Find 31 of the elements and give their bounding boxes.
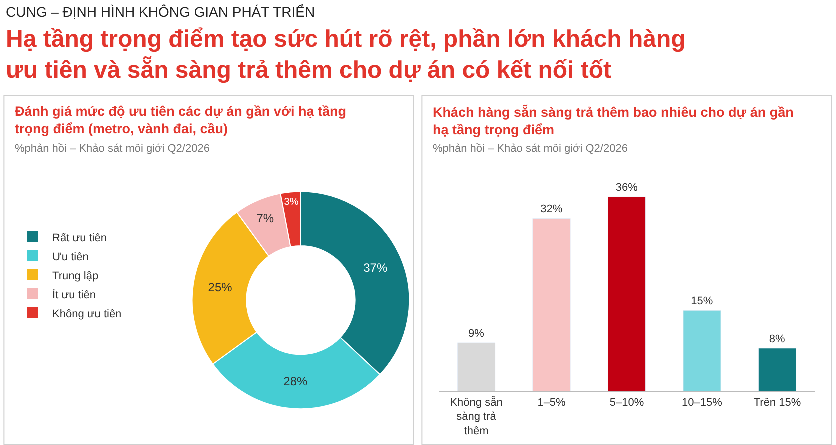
text: CUNG – ĐỊNH HÌNH KHÔNG GIAN PHÁT TRIỂN: [6, 4, 316, 20]
chart-subtitle: %phản hồi – Khảo sát môi giới Q2/2026: [433, 143, 628, 155]
data-label: 32%: [540, 204, 563, 216]
legend-label: Ít ưu tiên: [52, 288, 96, 302]
text: Hạ tầng trọng điểm tạo sức hút rõ rệt, phần lớn khách hàng ưu tiên và sẵn sàng trả thêm cho dự án có kết nối tốt: [6, 26, 686, 84]
bar: [457, 342, 496, 392]
chart-subtitle: %phản hồi – Khảo sát môi giới Q2/2026: [15, 143, 210, 155]
x-tick-label: 10–15%: [682, 396, 723, 409]
chart-title: Đánh giá mức độ ưu tiên các dự án gần với hạ tầng trọng điểm (metro, vành đai, cầu): [15, 104, 346, 137]
x-tick-label: 1–5%: [538, 396, 566, 409]
bar: [532, 218, 571, 392]
data-label: 15%: [691, 296, 714, 308]
x-tick-label: Không sẵn sàng trả thêm: [450, 396, 503, 438]
bar: [608, 196, 646, 392]
data-label: 25%: [208, 280, 233, 295]
x-tick-label: Trên 15%: [754, 396, 802, 409]
bar: [683, 310, 722, 392]
data-label: 3%: [284, 196, 299, 208]
legend-label: Rất ưu tiên: [52, 232, 107, 244]
legend-label: Không ưu tiên: [52, 308, 122, 320]
data-label: 8%: [769, 333, 786, 346]
bar: [758, 348, 797, 392]
x-tick-label: 5–10%: [610, 396, 644, 409]
data-label: 9%: [468, 328, 485, 340]
data-label: 7%: [256, 211, 274, 226]
chart-title: Khách hàng sẵn sàng trả thêm bao nhiêu cho dự án gần hạ tầng trọng điểm: [433, 104, 794, 138]
data-label: 28%: [284, 374, 308, 389]
legend-label: Ưu tiên: [52, 251, 89, 264]
data-label: 36%: [616, 182, 638, 194]
data-label: 37%: [364, 261, 388, 276]
legend-label: Trung lập: [52, 270, 99, 282]
